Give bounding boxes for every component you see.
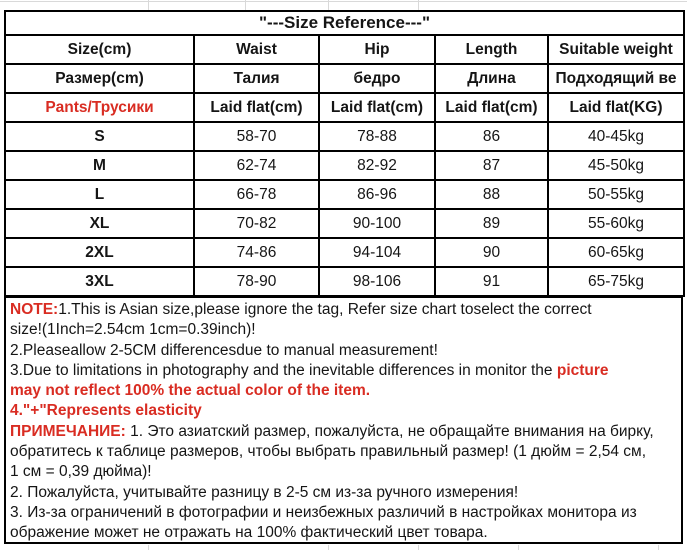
table-row-m: M 62-74 82-92 87 45-50kg <box>4 150 685 181</box>
col-header-hip: Hip <box>318 34 436 65</box>
col-header-size: Size(cm) <box>4 34 195 65</box>
size-label: M <box>4 150 195 181</box>
hip-value: 98-106 <box>318 266 436 297</box>
note-line: 1 см = 0,39 дюйма)! <box>10 462 677 482</box>
length-value: 87 <box>434 150 549 181</box>
waist-value: 58-70 <box>193 121 320 152</box>
length-value: 91 <box>434 266 549 297</box>
waist-value: 78-90 <box>193 266 320 297</box>
pants-label: Pants/Трусики <box>4 92 195 123</box>
table-row-3xl: 3XL 78-90 98-106 91 65-75kg <box>4 266 685 297</box>
note-text: 1.This is Asian size,please ignore the t… <box>58 301 592 318</box>
note-text: 3. Из-за ограничений в фотографии и неиз… <box>10 503 637 521</box>
size-label: S <box>4 121 195 152</box>
sheet-gridline <box>328 0 329 10</box>
note-red-text: may not reflect 100% the actual color of… <box>10 382 371 400</box>
hip-value: 78-88 <box>318 121 436 152</box>
weight-value: 55-60kg <box>547 208 685 239</box>
size-label: 3XL <box>4 266 195 297</box>
note-line: size!(1Inch=2.54cm 1cm=0.39inch)! <box>10 320 677 340</box>
length-value: 86 <box>434 121 549 152</box>
waist-value: 62-74 <box>193 150 320 181</box>
table-row-s: S 58-70 78-88 86 40-45kg <box>4 121 685 152</box>
weight-value: 60-65kg <box>547 237 685 268</box>
weight-value: 40-45kg <box>547 121 685 152</box>
note-text: ображение может не отражать на 100% факт… <box>10 524 488 542</box>
laid-flat-length: Laid flat(cm) <box>434 92 549 123</box>
col-header-waist-ru: Талия <box>193 63 320 94</box>
size-label: XL <box>4 208 195 239</box>
hip-value: 82-92 <box>318 150 436 181</box>
length-value: 89 <box>434 208 549 239</box>
col-header-length-ru: Длина <box>434 63 549 94</box>
sheet-gridline <box>148 545 149 550</box>
note-text: 1. Это азиатский размер, пожалуйста, не … <box>125 422 654 440</box>
table-row-2xl: 2XL 74-86 94-104 90 60-65kg <box>4 237 685 268</box>
size-table: "---Size Reference---" Size(cm) Waist Hi… <box>4 10 685 297</box>
sheet-gridline <box>0 1 687 2</box>
note-line: 2. Пожалуйста, учитывайте разницу в 2-5 … <box>10 483 677 503</box>
sheet-gridline <box>328 545 329 550</box>
hip-value: 86-96 <box>318 179 436 210</box>
table-title-row: "---Size Reference---" <box>4 10 685 36</box>
table-row-l: L 66-78 86-96 88 50-55kg <box>4 179 685 210</box>
note-red-text: 4."+"Represents elasticity <box>10 402 202 420</box>
sheet-gridline <box>418 545 419 550</box>
note-line: обратитесь к таблице размеров, чтобы выб… <box>10 442 677 462</box>
note-text: 3.Due to limitations in photography and … <box>10 361 557 379</box>
note-line: 3.Due to limitations in photography and … <box>10 361 677 381</box>
weight-value: 50-55kg <box>547 179 685 210</box>
header-row-ru: Размер(cm) Талия бедро Длина Подходящий … <box>4 63 685 94</box>
sheet-gridline <box>418 0 419 10</box>
note-line: 3. Из-за ограничений в фотографии и неиз… <box>10 503 677 523</box>
table-title: "---Size Reference---" <box>4 10 685 36</box>
length-value: 88 <box>434 179 549 210</box>
note-line: 2.Pleaseallow 2-5CM differencesdue to ma… <box>10 341 677 361</box>
waist-value: 70-82 <box>193 208 320 239</box>
sheet-gridline <box>658 545 659 550</box>
sheet-gridline <box>245 0 246 10</box>
col-header-size-ru: Размер(cm) <box>4 63 195 94</box>
size-label: L <box>4 179 195 210</box>
col-header-weight-ru: Подходящий ве <box>547 63 685 94</box>
col-header-waist: Waist <box>193 34 320 65</box>
weight-value: 45-50kg <box>547 150 685 181</box>
size-label: 2XL <box>4 237 195 268</box>
sheet-gridline <box>148 0 149 10</box>
waist-value: 74-86 <box>193 237 320 268</box>
notes-section: NOTE:1.This is Asian size,please ignore … <box>4 296 683 544</box>
laid-flat-weight: Laid flat(KG) <box>547 92 685 123</box>
note-line: 4."+"Represents elasticity <box>10 401 677 421</box>
note-red-label: ПРИМЕЧАНИЕ: <box>10 422 126 440</box>
note-red-label: NOTE: <box>10 301 59 318</box>
note-text: 2. Пожалуйста, учитывайте разницу в 2-5 … <box>10 483 519 501</box>
note-text: 2.Pleaseallow 2-5CM differencesdue to ma… <box>10 341 438 359</box>
note-line: may not reflect 100% the actual color of… <box>10 381 677 401</box>
note-line: ображение может не отражать на 100% факт… <box>10 523 677 542</box>
col-header-hip-ru: бедро <box>318 63 436 94</box>
length-value: 90 <box>434 237 549 268</box>
note-line: NOTE:1.This is Asian size,please ignore … <box>10 300 677 320</box>
note-text: обратитесь к таблице размеров, чтобы выб… <box>10 443 647 461</box>
hip-value: 90-100 <box>318 208 436 239</box>
sheet-gridline <box>518 545 519 550</box>
waist-value: 66-78 <box>193 179 320 210</box>
col-header-weight: Suitable weight <box>547 34 685 65</box>
header-row-measure: Pants/Трусики Laid flat(cm) Laid flat(cm… <box>4 92 685 123</box>
table-row-xl: XL 70-82 90-100 89 55-60kg <box>4 208 685 239</box>
laid-flat-waist: Laid flat(cm) <box>193 92 320 123</box>
laid-flat-hip: Laid flat(cm) <box>318 92 436 123</box>
hip-value: 94-104 <box>318 237 436 268</box>
col-header-length: Length <box>434 34 549 65</box>
note-text: 1 см = 0,39 дюйма)! <box>10 463 152 481</box>
note-red-text: picture <box>556 361 609 379</box>
note-text: size!(1Inch=2.54cm 1cm=0.39inch)! <box>10 321 256 339</box>
header-row-en: Size(cm) Waist Hip Length Suitable weigh… <box>4 34 685 65</box>
weight-value: 65-75kg <box>547 266 685 297</box>
note-line: ПРИМЕЧАНИЕ: 1. Это азиатский размер, пож… <box>10 422 677 442</box>
